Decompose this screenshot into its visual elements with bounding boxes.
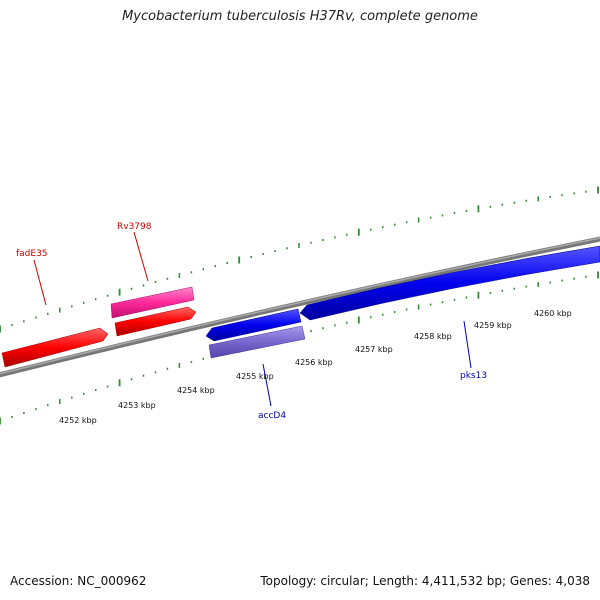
fadE35-gene-arrow[interactable] — [1, 327, 109, 368]
genome-backbone-highlight — [0, 237, 600, 375]
axis-labels: 4252 kbp 4253 kbp 4254 kbp 4255 kbp 4256… — [59, 309, 572, 425]
axis-label: 4252 kbp — [59, 416, 97, 425]
axis-label: 4254 kbp — [177, 386, 215, 395]
accD4-leader-line — [262, 363, 272, 407]
Rv3798-leader-line — [133, 231, 149, 282]
Rv3798-gene-arrow[interactable] — [114, 306, 197, 337]
Rv3798-misc-feature[interactable] — [110, 286, 195, 319]
accD4-misc-feature[interactable] — [208, 325, 306, 359]
pks13-label[interactable]: pks13 — [460, 371, 487, 381]
genome-summary-text: Topology: circular; Length: 4,411,532 bp… — [260, 574, 590, 588]
accD4-label[interactable]: accD4 — [258, 411, 286, 421]
axis-label: 4257 kbp — [355, 345, 393, 354]
axis-label: 4253 kbp — [118, 401, 156, 410]
Rv3798-label[interactable]: Rv3798 — [117, 222, 152, 232]
accD4-gene-arrow[interactable] — [205, 308, 302, 342]
axis-label: 4258 kbp — [414, 332, 452, 341]
genome-backbone — [0, 236, 600, 378]
fadE35-label[interactable]: fadE35 — [16, 249, 48, 259]
axis-label: 4259 kbp — [474, 321, 512, 330]
pks13-leader-line — [463, 320, 472, 369]
accession-text: Accession: NC_000962 — [10, 574, 147, 588]
fadE35-leader-line — [33, 259, 47, 306]
forward-ruler-ticks — [0, 186, 599, 333]
axis-label: 4256 kbp — [295, 358, 333, 367]
reverse-ruler-ticks — [0, 271, 599, 425]
axis-label: 4255 kbp — [236, 372, 274, 381]
map-title: Mycobacterium tuberculosis H37Rv, comple… — [122, 9, 478, 24]
axis-label: 4260 kbp — [534, 309, 572, 318]
